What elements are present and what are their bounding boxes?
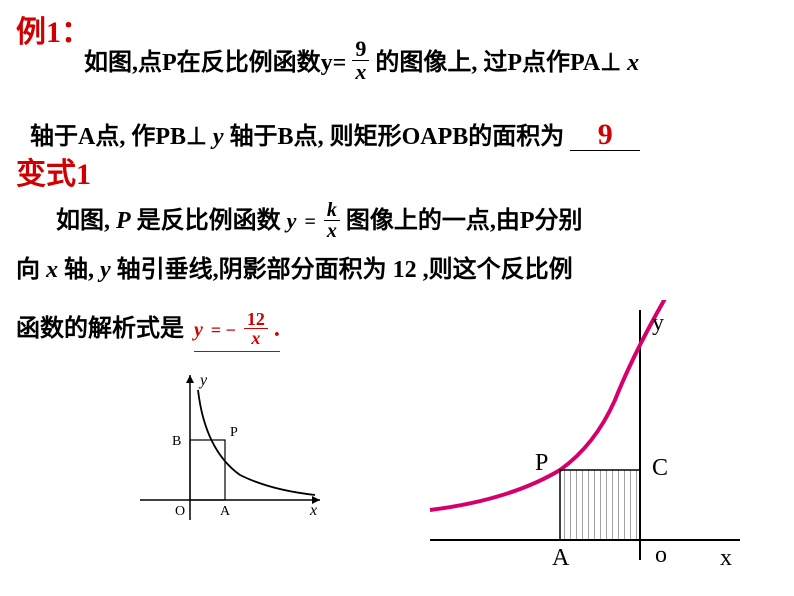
ex1-frac1-den: x [352, 61, 369, 83]
v1-ans-eq: = − [209, 320, 238, 340]
v1-l1c: 图像上的一点,由P分别 [346, 208, 583, 234]
v1-frac2: k x [324, 200, 340, 241]
v1-l3a: 函数的解析式是 [16, 316, 184, 342]
ex1-l1b-text: 的图像上, 过P点作PA⊥ [375, 50, 621, 76]
ex1-line2: 轴于A点, 作PB⊥ y 轴于B点, 则矩形OAPB的面积为 9 [30, 120, 640, 151]
v1-frac2-num: k [324, 200, 340, 221]
fig2-ylabel: y [652, 310, 664, 336]
figure-1: O A B P x y [120, 360, 340, 540]
v1-l2b: 轴, [64, 257, 94, 283]
v1-ans-num: 12 [244, 310, 268, 329]
ex1-frac1: 9 x [352, 38, 369, 83]
example1-title: 例1： [16, 18, 91, 48]
ex1-line1-a: 如图,点P在反比例函数y= 9 x 的图像上, 过P点作PA⊥ x [84, 42, 639, 87]
fig1-ylabel: y [198, 372, 208, 389]
fig2-rect [560, 470, 640, 540]
v1-l1-P: P [116, 208, 131, 234]
fig1-yarrow [186, 375, 194, 383]
v1-l1b: 是反比例函数 [137, 208, 281, 234]
v1-ans-y: y [194, 319, 203, 341]
fig1-A: A [220, 504, 231, 519]
figure-2: y x o P C A [420, 300, 770, 590]
v1-eq-y: y [287, 208, 297, 233]
v1-l2-x: x [46, 257, 58, 283]
fig1-O: O [175, 504, 185, 519]
v1-answer-blank: y = − 12 x . [194, 312, 280, 352]
fig2-A: A [552, 545, 570, 571]
v1-l1a: 如图, [56, 208, 110, 234]
ex1-answer: 9 [598, 118, 613, 151]
ex1-l1a-text: 如图,点P在反比例函数y= [84, 50, 346, 76]
fig1-P: P [230, 425, 238, 440]
fig2-P: P [535, 450, 548, 476]
v1-ans-frac: 12 x [244, 310, 268, 347]
v1-frac2-den: x [324, 221, 340, 241]
fig1-rect [190, 440, 225, 500]
v1-l2-y: y [100, 257, 111, 283]
ex1-l2-y: y [213, 124, 224, 150]
variant1-title: 变式1 [16, 160, 91, 190]
v1-line3: 函数的解析式是 y = − 12 x . [16, 312, 280, 352]
fig1-xlabel: x [309, 502, 317, 519]
v1-l2-12: 12 [393, 257, 417, 283]
fig2-xlabel: x [720, 545, 732, 571]
fig2-o: o [655, 542, 667, 568]
v1-line1: 如图, P 是反比例函数 y = k x 图像上的一点,由P分别 [56, 202, 583, 243]
ex1-frac1-num: 9 [352, 38, 369, 61]
ex1-l2a: 轴于A点, 作PB⊥ [30, 124, 207, 150]
fig1-curve [198, 390, 315, 495]
ex1-blank: 9 [570, 120, 640, 151]
v1-l2a: 向 [16, 257, 40, 283]
ex1-l1c-x: x [627, 50, 639, 76]
fig1-B: B [172, 434, 181, 449]
fig2-C: C [652, 455, 668, 481]
v1-line2: 向 x 轴, y 轴引垂线,阴影部分面积为 12 ,则这个反比例 [16, 258, 573, 282]
v1-eq-eq: = [302, 211, 317, 233]
v1-l2c: 轴引垂线,阴影部分面积为 [117, 257, 387, 283]
v1-ans-dot: . [274, 316, 280, 342]
ex1-l2c: 轴于B点, 则矩形OAPB的面积为 [230, 124, 565, 150]
v1-l2d: ,则这个反比例 [423, 257, 573, 283]
v1-ans-den: x [244, 329, 268, 347]
